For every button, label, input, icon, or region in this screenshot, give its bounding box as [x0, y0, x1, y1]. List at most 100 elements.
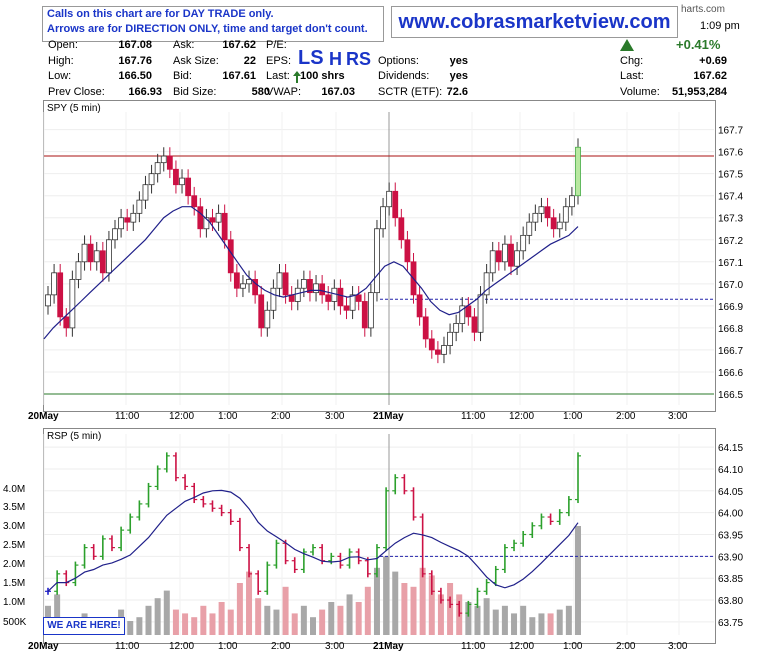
- options-label: Options:: [378, 55, 419, 67]
- last-label: Last:: [620, 70, 644, 82]
- candle: [550, 217, 557, 230]
- candle: [270, 287, 277, 311]
- candle: [57, 272, 64, 318]
- volume-bar: [355, 602, 362, 635]
- candle: [99, 250, 106, 274]
- candle: [441, 345, 447, 355]
- signal-rs: RS: [346, 49, 372, 69]
- candle: [361, 301, 368, 329]
- candle: [130, 212, 137, 223]
- volume-bar: [291, 613, 298, 635]
- candle: [124, 217, 131, 223]
- y-tick-label: 64.05: [718, 487, 743, 498]
- candle: [112, 228, 118, 241]
- candle: [69, 279, 76, 329]
- x-tick-label: 12:00: [169, 411, 194, 422]
- candle: [386, 190, 393, 208]
- volume-bar: [437, 594, 444, 635]
- moving-average-line: [43, 206, 579, 340]
- y-tick-label: 63.80: [718, 596, 743, 607]
- candle: [240, 283, 246, 289]
- bid-value: 167.61: [222, 70, 256, 82]
- candle: [197, 206, 204, 230]
- candle: [422, 316, 429, 340]
- candle: [434, 349, 441, 355]
- candle: [282, 272, 289, 296]
- x-tick-label: 11:00: [115, 641, 140, 652]
- candle: [532, 212, 539, 223]
- volume-bar: [373, 567, 380, 635]
- eps-label: EPS:: [266, 55, 292, 67]
- candle: [416, 294, 423, 318]
- candle: [173, 168, 179, 186]
- x-tick-label: 1:00: [563, 641, 583, 652]
- volume-tick-label: 1.5M: [3, 578, 25, 589]
- volume-bar: [520, 605, 527, 635]
- candle: [51, 272, 57, 296]
- candle: [367, 292, 374, 329]
- candle: [398, 217, 405, 241]
- candle: [392, 190, 399, 219]
- candle: [166, 155, 173, 170]
- volume-bar: [337, 605, 344, 635]
- dividends-value: yes: [449, 70, 468, 82]
- notice-line-2: Arrows are for DIRECTION ONLY, time and …: [47, 23, 368, 35]
- ask-label: Ask:: [173, 39, 195, 51]
- y-tick-label: 167.3: [718, 214, 743, 225]
- dividends-label: Dividends:: [378, 70, 430, 82]
- bid-size-label: Bid Size:: [173, 86, 217, 98]
- spy-chart-title: SPY (5 min): [47, 103, 101, 114]
- low-value: 166.50: [118, 70, 152, 82]
- candle: [331, 287, 338, 302]
- volume-bar: [547, 613, 554, 635]
- y-tick-label: 64.10: [718, 465, 743, 476]
- x-tick-label: 11:00: [461, 411, 486, 422]
- up-tick-icon: [293, 70, 301, 88]
- candle: [355, 294, 362, 302]
- volume-tick-label: 4.0M: [3, 484, 25, 495]
- prev-close-value: 166.93: [128, 86, 162, 98]
- candle: [209, 217, 216, 223]
- chg-value: +0.69: [699, 55, 727, 67]
- volume-tick-label: 3.0M: [3, 521, 25, 532]
- volume-tick-label: 2.0M: [3, 559, 25, 570]
- volume-bar: [154, 598, 161, 635]
- candle: [508, 243, 514, 267]
- x-tick-label: 11:00: [461, 641, 486, 652]
- candle: [185, 177, 192, 197]
- volume-bar: [465, 602, 472, 635]
- up-arrow-icon: [620, 38, 634, 56]
- volume-bar: [127, 621, 134, 635]
- bid-size-value: 580: [251, 86, 270, 98]
- signal-h: H: [329, 49, 342, 69]
- volume-tick-label: 500K: [3, 617, 27, 628]
- x-tick-label: 3:00: [325, 641, 345, 652]
- volume-bar: [428, 575, 435, 635]
- candle: [136, 199, 143, 214]
- candle: [106, 239, 112, 274]
- candle: [246, 279, 252, 285]
- website-link[interactable]: www.cobrasmarketview.com: [391, 6, 678, 38]
- candle: [221, 212, 228, 241]
- candle: [148, 173, 155, 186]
- spy-price-chart: 167.7 167.6 167.5 167.4 167.3 167.2 167.1 167.0…: [28, 112, 743, 422]
- volume-tick-label: 3.5M: [3, 502, 25, 513]
- x-tick-label: 11:00: [115, 411, 140, 422]
- candle: [404, 239, 411, 263]
- x-tick-label: 20May: [28, 411, 59, 422]
- candle: [575, 146, 581, 197]
- candle: [520, 234, 527, 252]
- candle: [544, 206, 551, 219]
- candle: [294, 287, 301, 302]
- candle: [258, 294, 265, 329]
- last-shares-value: 100 shrs: [300, 70, 345, 82]
- high-label: High:: [48, 55, 74, 67]
- rsp-chart-title: RSP (5 min): [47, 431, 102, 442]
- volume-bar: [575, 526, 581, 635]
- ask-size-label: Ask Size:: [173, 55, 219, 67]
- volume-bar: [538, 613, 545, 635]
- candle: [325, 294, 332, 302]
- y-tick-label: 166.9: [718, 302, 743, 313]
- x-tick-label: 1:00: [563, 411, 583, 422]
- candle: [349, 294, 356, 311]
